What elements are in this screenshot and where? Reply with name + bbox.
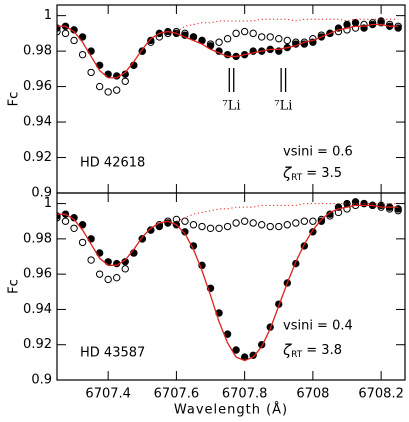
plot-area: [57, 17, 402, 96]
data-point: [113, 273, 121, 282]
li-label: ⁷Li: [274, 99, 292, 114]
data-point: [249, 29, 257, 38]
y-axis-label: Fc: [7, 92, 22, 107]
data-point: [215, 38, 223, 46]
x-tick-label: 6708.2: [358, 387, 404, 402]
data-point: [113, 86, 121, 94]
data-point: [215, 224, 223, 232]
data-point: [104, 275, 112, 284]
x-tick-label: 6708: [296, 387, 329, 402]
frame: [56, 192, 406, 381]
data-point: [206, 224, 215, 232]
data-point: [283, 221, 291, 229]
fit-line: [57, 204, 399, 362]
x-tick-label: 6707.6: [154, 387, 200, 402]
fit-line: [57, 23, 399, 79]
y-tick-label: 0.94: [23, 302, 52, 317]
y-tick-label: 0.9: [31, 373, 52, 388]
data-point: [300, 217, 309, 225]
zeta-symbol: ζ: [282, 341, 292, 359]
dotted-line: [176, 203, 399, 222]
y-tick-label: 0.92: [23, 150, 52, 165]
data-point: [275, 222, 283, 231]
data-point: [232, 346, 240, 354]
zeta-symbol: ζ: [282, 164, 292, 182]
data-point: [283, 36, 291, 45]
x-axis-label: Wavelength (Å): [174, 402, 288, 418]
y-tick-label: 0.96: [23, 79, 52, 94]
data-point: [95, 82, 104, 91]
zeta-label: ζRT = 3.5: [282, 164, 342, 183]
data-point: [121, 77, 129, 85]
data-point: [181, 217, 189, 225]
data-point: [104, 88, 112, 96]
data-point: [249, 351, 257, 360]
data-point: [78, 221, 87, 229]
dotted-line: [176, 18, 399, 33]
vsini-label: vsini = 0.6: [283, 145, 353, 160]
data-point: [258, 221, 266, 229]
data-point: [292, 219, 300, 227]
star-name: HD 43587: [80, 346, 145, 361]
data-point: [343, 20, 351, 29]
y-tick-label: 0.92: [23, 337, 52, 352]
data-point: [266, 222, 274, 231]
data-point: [249, 219, 257, 227]
zeta-value: = 3.8: [306, 343, 342, 358]
data-point: [95, 270, 104, 278]
y-tick-label: 0.98: [23, 231, 52, 246]
data-point: [87, 256, 95, 264]
data-point: [181, 228, 189, 236]
x-tick-label: 6707.8: [222, 387, 268, 402]
zeta-value: = 3.5: [306, 166, 342, 181]
data-point: [78, 33, 87, 41]
data-point: [189, 221, 198, 229]
data-point: [147, 36, 155, 45]
data-point: [240, 217, 249, 225]
y-tick-label: 0.94: [23, 115, 52, 130]
data-point: [258, 33, 266, 41]
data-point: [70, 224, 78, 232]
data-point: [78, 50, 87, 59]
data-point: [275, 34, 283, 43]
zeta-subscript: RT: [291, 350, 303, 360]
star-name: HD 42618: [80, 156, 145, 171]
plot-area: [57, 198, 402, 362]
data-point: [61, 29, 70, 38]
y-tick-label: 0.96: [23, 267, 52, 282]
x-tick-label: 6707.4: [85, 387, 131, 402]
data-point: [61, 217, 70, 225]
zeta-label: ζRT = 3.8: [282, 341, 342, 360]
zeta-subscript: RT: [291, 173, 303, 183]
li-label: ⁷Li: [223, 99, 241, 114]
data-point: [121, 265, 129, 273]
y-tick-label: 0.98: [23, 44, 52, 59]
data-point: [240, 27, 249, 36]
data-point: [232, 29, 240, 38]
data-point: [198, 222, 206, 231]
data-point: [309, 217, 317, 225]
data-point: [87, 68, 95, 77]
y-tick-label: 1: [44, 196, 52, 211]
y-tick-label: 0.9: [31, 186, 52, 201]
data-point: [70, 36, 78, 45]
data-point: [147, 226, 155, 234]
data-point: [326, 210, 334, 218]
y-tick-label: 1: [44, 8, 52, 23]
data-point: [232, 219, 240, 227]
data-point: [317, 217, 326, 225]
data-point: [266, 33, 274, 41]
data-point: [351, 19, 360, 27]
data-point: [223, 222, 232, 231]
y-axis-label: Fc: [7, 279, 22, 294]
vsini-label: vsini = 0.4: [283, 319, 353, 334]
data-point: [223, 34, 232, 43]
data-point: [78, 238, 87, 247]
